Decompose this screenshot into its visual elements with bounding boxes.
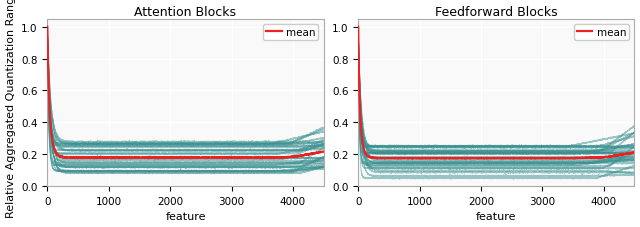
mean [419,157,427,160]
Line: mean: mean [358,27,634,158]
mean [460,157,468,160]
mean [44,26,51,29]
Legend: mean: mean [263,25,319,41]
mean [605,155,612,158]
X-axis label: feature: feature [165,212,205,222]
mean [355,26,362,29]
Legend: mean: mean [573,25,629,41]
mean [294,155,302,158]
mean [121,157,129,159]
mean [616,154,623,157]
Title: Feedforward Blocks: Feedforward Blocks [435,5,557,18]
mean [604,156,611,158]
Title: Attention Blocks: Attention Blocks [134,5,236,18]
Y-axis label: Relative Aggregated Quantization Range: Relative Aggregated Quantization Range [6,0,15,217]
mean [149,156,157,159]
mean [293,155,301,158]
X-axis label: feature: feature [476,212,516,222]
Line: mean: mean [47,27,324,158]
mean [216,156,224,159]
mean [527,157,535,160]
mean [77,156,84,159]
mean [320,151,328,153]
mean [387,157,395,160]
mean [630,151,638,154]
mean [305,153,313,156]
